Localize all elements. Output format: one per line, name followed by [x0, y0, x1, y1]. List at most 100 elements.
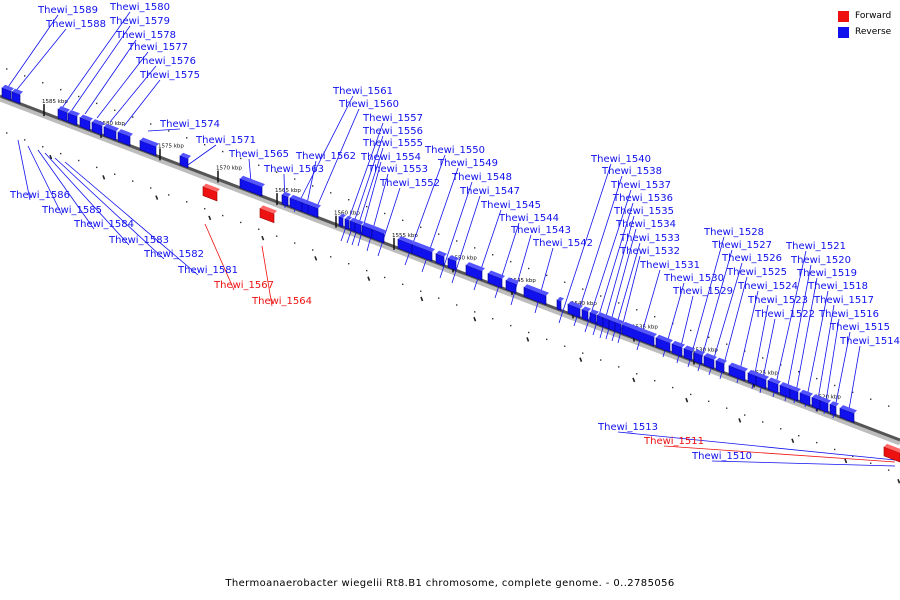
gene-label: Thewi_1561: [332, 86, 393, 97]
gene-label: Thewi_1554: [360, 152, 421, 163]
gene-label: Thewi_1510: [691, 451, 752, 462]
gene-feature-top: [812, 394, 823, 401]
lower-guide-dot: [294, 242, 296, 244]
lower-guide-dot: [636, 373, 638, 375]
gene-label: Thewi_1571: [195, 135, 256, 146]
gene-feature: [581, 309, 589, 322]
leader-line: [123, 79, 161, 127]
gene-label: Thewi_1531: [639, 260, 700, 271]
kbp-ticks: 1585 kbp 1580 kbp 1575 kbp 1570 kbp 1565 kbp…: [42, 99, 841, 412]
lower-guide-dot: [870, 462, 872, 464]
gene-label: Thewi_1544: [498, 213, 559, 224]
lower-guide-dot: [744, 414, 746, 416]
reverse-label: Reverse: [855, 27, 892, 37]
gene-feature: [819, 399, 829, 413]
gene-feature-top: [557, 296, 564, 302]
gene-label: Thewi_1574: [159, 119, 220, 130]
upper-guide-dot: [150, 123, 152, 125]
upper-guide-dot: [600, 295, 602, 297]
leader-line: [823, 318, 840, 415]
minor-tick: [632, 377, 636, 383]
upper-guide-dot: [510, 260, 512, 263]
leader-line: [711, 460, 896, 467]
minor-tick: [844, 458, 848, 464]
upper-guide-dot: [852, 391, 854, 394]
gene-feature-top: [412, 241, 435, 253]
gene-label: Thewi_1533: [619, 233, 680, 244]
gene-label: Thewi_1547: [459, 186, 520, 197]
lower-guide-dot: [366, 269, 368, 272]
lower-guide-dot: [186, 201, 188, 203]
minor-tick: [897, 478, 900, 484]
upper-guide-dot: [582, 288, 584, 290]
gene-label: Thewi_1513: [597, 422, 658, 433]
lower-guide-dot: [96, 166, 98, 169]
leader-line: [697, 249, 733, 372]
leader-line: [84, 39, 137, 115]
gene-label: Thewi_1521: [785, 241, 846, 252]
leader-line: [784, 264, 812, 402]
lower-guide-dot: [708, 400, 710, 403]
upper-guide-dot: [420, 226, 422, 228]
gene-feature-top: [820, 397, 831, 404]
upper-guide-dot: [528, 267, 530, 270]
kbp-tick-label: 1535 kbp: [632, 325, 658, 331]
gene-label: Thewi_1552: [379, 178, 440, 189]
minor-tick: [261, 235, 265, 241]
gene-label: Thewi_1549: [437, 158, 498, 169]
gene-label: Thewi_1534: [615, 219, 676, 230]
lower-guide-dot: [618, 366, 620, 368]
gene-feature-top: [524, 284, 549, 296]
minor-tick: [738, 418, 742, 423]
gene-feature-top: [372, 226, 387, 234]
gene-label: Thewi_1532: [619, 246, 680, 257]
leader-line: [147, 128, 181, 132]
upper-guide-dot: [186, 137, 188, 139]
reverse-swatch: [838, 26, 849, 38]
leader-line: [439, 181, 473, 279]
gene-feature: [523, 286, 547, 306]
gene-feature-top: [362, 222, 375, 230]
lower-guide-dot: [132, 180, 134, 182]
kbp-tick-label: 1585 kbp: [42, 99, 68, 105]
gene-label: Thewi_1589: [37, 5, 98, 16]
gene-label: Thewi_1511: [643, 436, 704, 447]
upper-guide-dot: [96, 102, 98, 105]
gene-feature: [344, 218, 350, 230]
upper-guide-dot: [204, 143, 206, 146]
leader-line: [71, 25, 131, 111]
gene-feature-top: [768, 377, 781, 385]
gene-feature: [338, 216, 344, 228]
gene-label: Thewi_1542: [532, 238, 593, 249]
gene-label: Thewi_1556: [362, 126, 423, 137]
gene-feature-top: [68, 109, 80, 117]
lower-guide-dot: [582, 352, 584, 354]
gene-feature-top: [840, 405, 857, 414]
minor-tick: [685, 397, 689, 403]
kbp-tick-label: 1570 kbp: [216, 166, 242, 172]
gene-feature-top: [748, 369, 759, 376]
gene-label: Thewi_1540: [590, 154, 651, 165]
lower-guide-dot: [420, 290, 422, 292]
lower-guide-dot: [726, 407, 728, 409]
gene-label: Thewi_1523: [747, 295, 808, 306]
lower-guide-dot: [42, 146, 44, 148]
gene-feature: [487, 273, 503, 289]
leader-line: [617, 431, 896, 461]
lower-guide-dot: [330, 256, 332, 258]
lower-guide-dot: [690, 393, 692, 396]
upper-guide-dot: [474, 247, 476, 249]
minor-tick: [102, 175, 106, 180]
upper-guide-dot: [132, 116, 134, 118]
upper-guide-dot: [780, 364, 782, 366]
leader-line: [14, 28, 67, 93]
leader-line: [815, 304, 835, 412]
gene-feature-top: [345, 215, 352, 221]
gene-feature-top: [590, 309, 599, 315]
lower-guide-dot: [384, 276, 386, 279]
gene-feature-top: [506, 277, 519, 285]
gene-label: Thewi_1543: [510, 225, 571, 236]
minor-tick: [473, 316, 477, 322]
